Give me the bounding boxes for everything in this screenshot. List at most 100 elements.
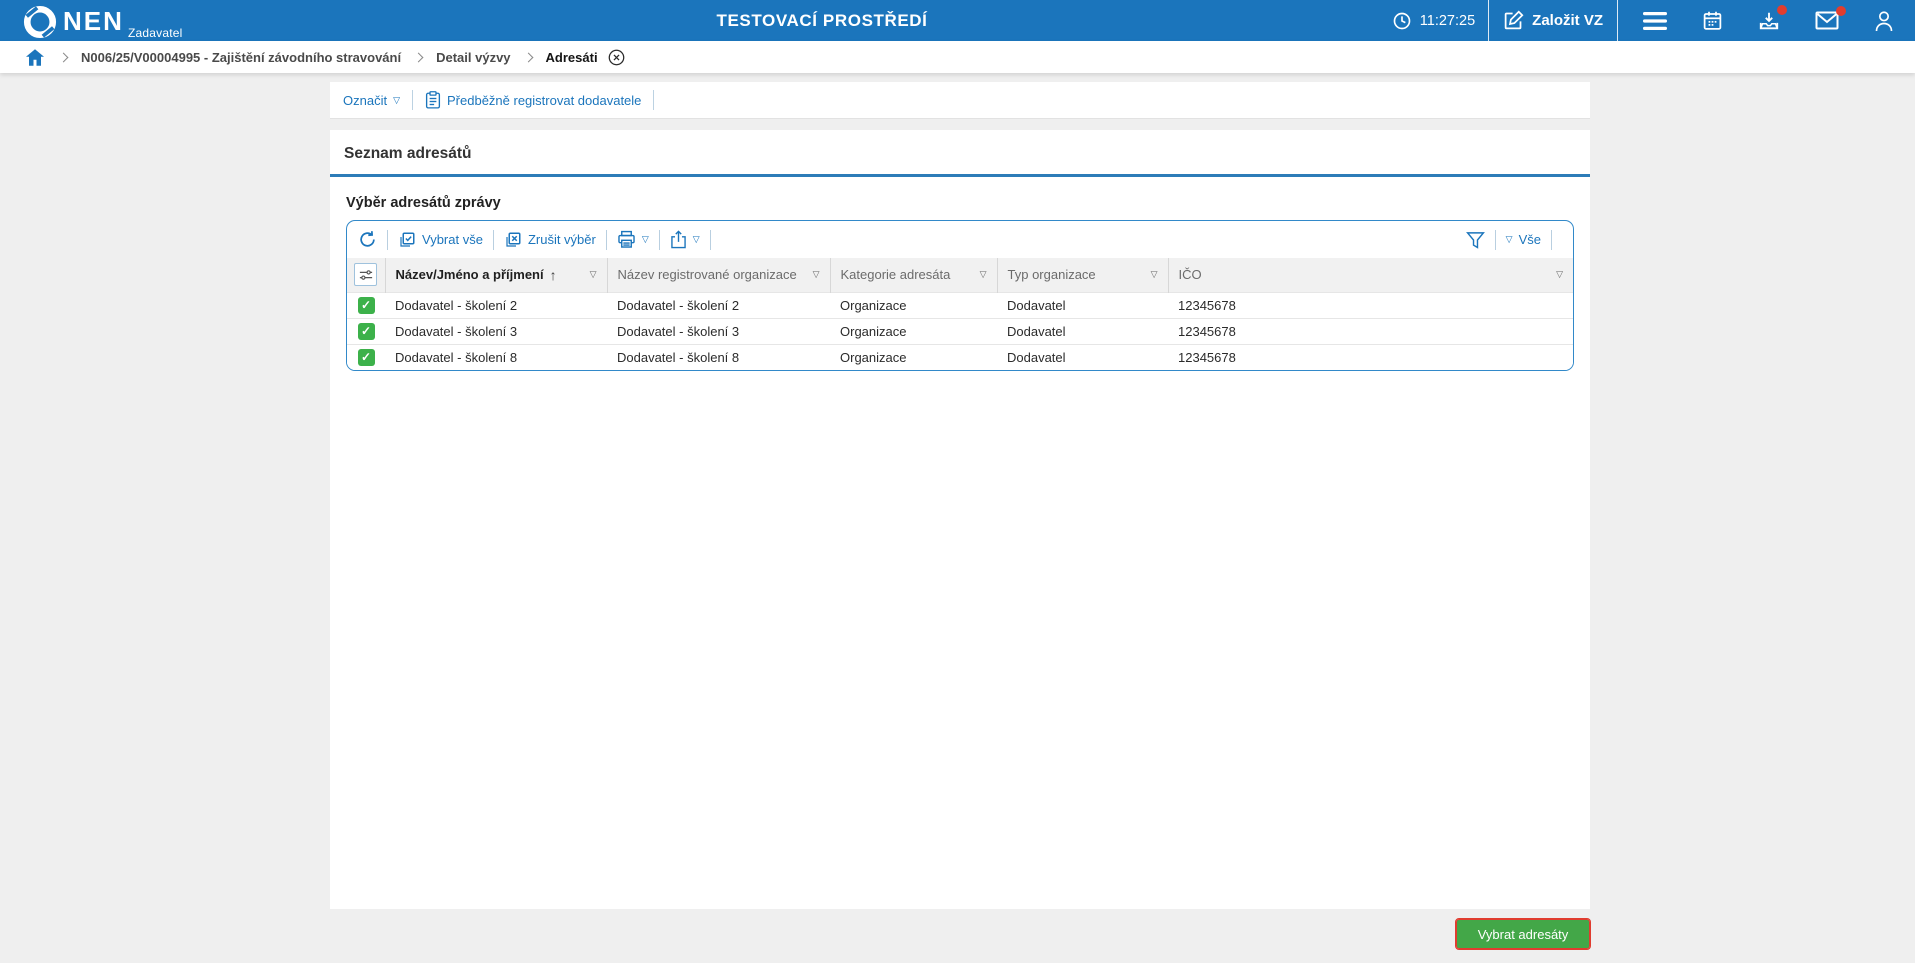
cell-category: Organizace (830, 343, 997, 370)
select-addressees-button[interactable]: Vybrat adresáty (1455, 918, 1591, 950)
clear-selection-label: Zrušit výběr (527, 232, 596, 247)
user-profile-button[interactable] (1874, 10, 1894, 32)
breadcrumb-item-procurement[interactable]: N006/25/V00004995 - Zajištění závodního … (81, 49, 402, 65)
messages-button[interactable] (1815, 6, 1846, 30)
export-menu-button[interactable]: ▽ (670, 230, 700, 249)
section-subtitle: Výběr adresátů zprávy (346, 195, 501, 211)
table-row[interactable]: ✓ Dodavatel - školení 2 Dodavatel - škol… (347, 291, 1573, 318)
chevron-down-icon: ▽ (393, 94, 400, 105)
breadcrumb: N006/25/V00004995 - Zajištění závodního … (0, 41, 1915, 73)
table-header-row: Název/Jméno a příjmení ↑ ▽ Název registr… (347, 258, 1573, 292)
cell-org-type: Dodavatel (997, 291, 1168, 318)
toolbar-divider (387, 229, 388, 250)
column-label: Kategorie adresáta (840, 267, 951, 283)
cell-ico: 12345678 (1168, 291, 1573, 318)
table-toolbar-right: ▽ Vše (1465, 229, 1562, 250)
toolbar-divider (658, 229, 660, 250)
mark-menu-label: Označit (343, 92, 388, 108)
topbar-divider (1488, 0, 1490, 41)
cell-registered-org: Dodavatel - školení 8 (607, 343, 830, 370)
row-select-cell: ✓ (347, 291, 385, 318)
addressees-table-box: Vybrat vše Zrušit výběr (346, 220, 1574, 371)
topbar-icon-cluster (1643, 4, 1894, 32)
column-header-name[interactable]: Název/Jméno a příjmení ↑ ▽ (384, 258, 607, 292)
clipboard-icon (425, 91, 441, 109)
filter-scope-label: Vše (1518, 232, 1541, 247)
close-tab-button[interactable] (608, 49, 625, 66)
clock-icon (1393, 12, 1411, 29)
column-header-registered-org[interactable]: Název registrované organizace ▽ (606, 258, 830, 292)
sort-ascending-icon: ↑ (549, 266, 557, 283)
checkbox-checked-icon (400, 232, 415, 247)
column-filter-icon[interactable]: ▽ (1150, 269, 1158, 280)
column-settings-button[interactable] (354, 263, 378, 287)
column-filter-icon[interactable]: ▽ (812, 269, 820, 280)
envelope-icon (1815, 11, 1839, 30)
nen-swirl-icon (23, 5, 57, 39)
funnel-icon (1465, 231, 1485, 249)
table-row[interactable]: ✓ Dodavatel - školení 8 Dodavatel - škol… (347, 343, 1573, 370)
clock-time: 11:27:25 (1419, 12, 1476, 29)
toolbar-divider (492, 229, 494, 250)
breadcrumb-item-adresati[interactable]: Adresáti (545, 49, 598, 65)
messages-badge (1836, 6, 1846, 16)
edit-icon (1504, 10, 1524, 30)
row-checkbox-checked[interactable]: ✓ (357, 322, 375, 340)
printer-icon (618, 230, 635, 248)
breadcrumb-item-detail-vyzvy[interactable]: Detail výzvy (436, 49, 511, 65)
column-label: Typ organizace (1007, 267, 1096, 283)
downloads-badge (1777, 4, 1787, 15)
sliders-icon (359, 269, 372, 280)
chevron-down-icon: ▽ (1505, 234, 1513, 244)
preregister-supplier-button[interactable]: Předběžně registrovat dodavatele (425, 91, 641, 109)
home-button[interactable] (26, 48, 44, 66)
column-header-org-type[interactable]: Typ organizace ▽ (996, 258, 1168, 292)
menu-button[interactable] (1643, 11, 1667, 30)
column-filter-icon[interactable]: ▽ (589, 269, 597, 280)
cell-name: Dodavatel - školení 8 (385, 343, 607, 370)
table-row[interactable]: ✓ Dodavatel - školení 3 Dodavatel - škol… (347, 317, 1573, 344)
downloads-button[interactable] (1758, 4, 1787, 32)
calendar-button[interactable] (1702, 10, 1723, 31)
mark-menu-button[interactable]: Označit ▽ (343, 93, 400, 108)
action-bar: Označit ▽ Předběžně registrovat dodavate… (330, 82, 1590, 119)
filter-scope-button[interactable]: ▽ Vše (1506, 232, 1541, 247)
row-select-cell: ✓ (347, 343, 385, 370)
cell-category: Organizace (830, 291, 997, 318)
column-label: IČO (1178, 267, 1202, 283)
column-label: Název registrované organizace (617, 267, 797, 283)
row-checkbox-checked[interactable]: ✓ (357, 296, 375, 314)
brand-role: Zadavatel (128, 26, 183, 40)
check-icon: ✓ (360, 298, 372, 312)
column-label: Název/Jméno a příjmení (395, 267, 544, 283)
column-header-category[interactable]: Kategorie adresáta ▽ (829, 258, 997, 292)
check-icon: ✓ (360, 350, 372, 365)
cell-name: Dodavatel - školení 3 (385, 317, 607, 344)
column-filter-icon[interactable]: ▽ (1556, 269, 1563, 280)
toolbar-divider (1494, 229, 1496, 250)
cell-org-type: Dodavatel (997, 343, 1168, 370)
home-icon (26, 48, 44, 66)
column-filter-icon[interactable]: ▽ (979, 269, 987, 280)
create-vz-button[interactable]: Založit VZ (1503, 10, 1603, 31)
export-icon (671, 230, 686, 249)
hamburger-icon (1643, 11, 1667, 30)
chevron-right-icon (523, 52, 533, 62)
column-header-ico[interactable]: IČO ▽ (1167, 258, 1573, 292)
cell-registered-org: Dodavatel - školení 2 (607, 291, 830, 318)
download-tray-icon (1759, 12, 1779, 29)
action-bar-divider (653, 90, 655, 110)
cell-registered-org: Dodavatel - školení 3 (607, 317, 830, 344)
nen-logo[interactable]: NEN Zadavatel (23, 2, 182, 40)
refresh-button[interactable] (358, 230, 377, 249)
clear-selection-button[interactable]: Zrušit výběr (504, 231, 596, 249)
row-checkbox-checked[interactable]: ✓ (357, 348, 375, 366)
select-all-button[interactable]: Vybrat vše (398, 231, 483, 249)
chevron-down-icon: ▽ (692, 234, 700, 244)
filter-button[interactable] (1465, 231, 1485, 249)
toolbar-divider (1551, 229, 1552, 250)
chevron-down-icon: ▽ (641, 234, 649, 244)
topbar-actions: 11:27:25 Založit VZ (1392, 0, 1902, 41)
row-select-cell: ✓ (347, 317, 385, 344)
print-menu-button[interactable]: ▽ (617, 230, 649, 249)
